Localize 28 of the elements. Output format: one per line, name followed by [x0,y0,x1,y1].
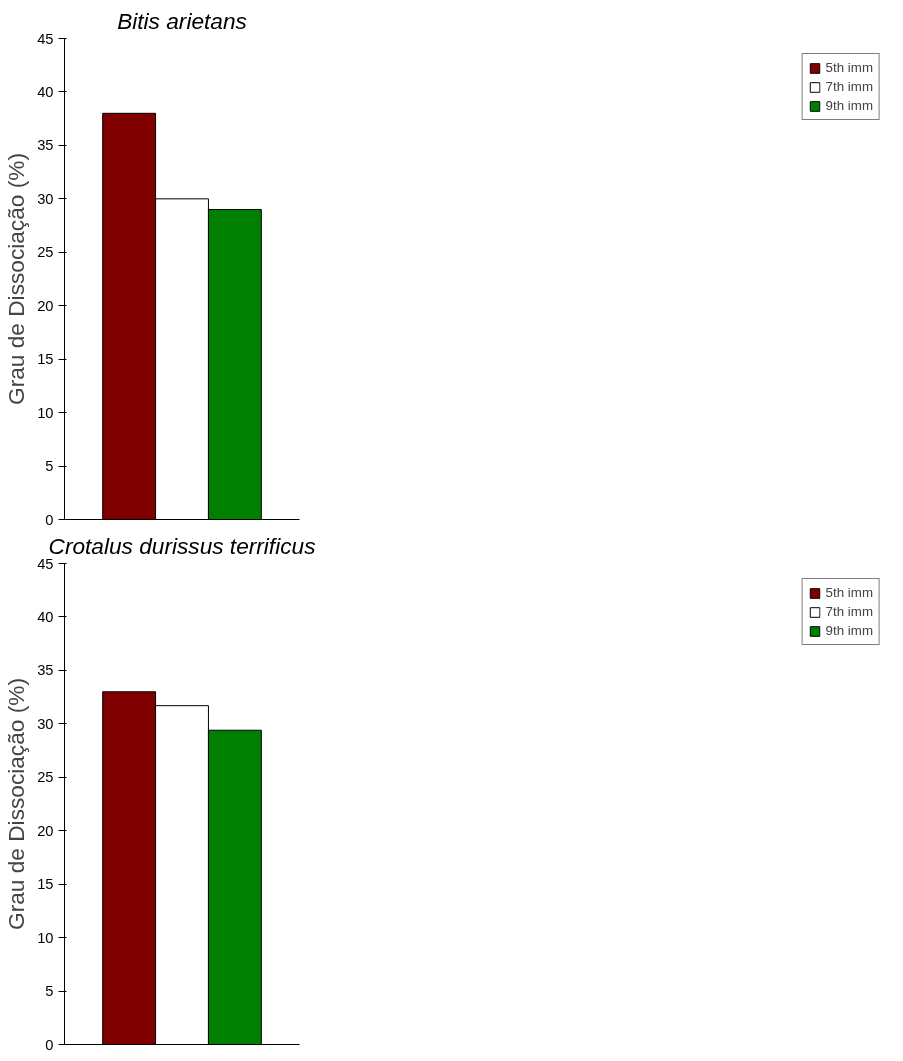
legend-label: 9th imm [825,623,873,638]
y-tick-label: 5 [45,983,54,1000]
y-tick-label: 30 [37,715,54,732]
chart-title: Bitis arietans [117,7,247,34]
y-tick-label: 40 [37,608,54,625]
y-tick-label: 20 [37,822,54,839]
y-tick-label: 15 [37,351,54,368]
legend-label: 5th imm [825,585,873,600]
y-tick-label: 30 [37,190,54,207]
y-tick-label: 45 [37,30,54,47]
legend-label: 7th imm [825,604,873,619]
y-axis-title: Grau de Dissociação (%) [3,153,30,405]
y-tick-label: 40 [37,83,54,100]
y-tick-label: 10 [37,404,54,421]
y-tick-label: 15 [37,876,54,893]
y-axis-title: Grau de Dissociação (%) [3,678,30,930]
y-tick-label: 35 [37,137,54,154]
legend-label: 9th imm [825,98,873,113]
legend-label: 5th imm [825,60,873,75]
y-tick-label: 0 [45,511,54,528]
y-tick-label: 25 [37,244,54,261]
y-tick-label: 25 [37,769,54,786]
y-tick-label: 35 [37,662,54,679]
y-tick-label: 20 [37,297,54,314]
legend-label: 7th imm [825,79,873,94]
y-tick-label: 5 [45,458,54,475]
y-tick-label: 10 [37,929,54,946]
y-tick-label: 0 [45,1036,54,1053]
